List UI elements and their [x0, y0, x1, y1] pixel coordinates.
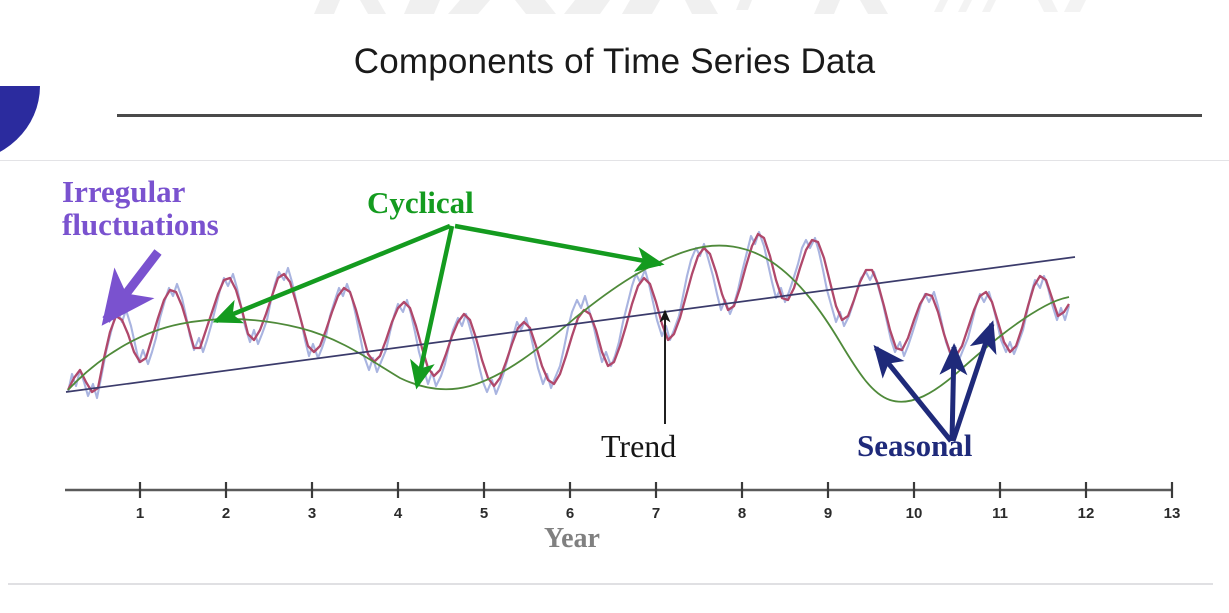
seasonal-arrow-left	[873, 344, 953, 443]
cyclical-arrow-left	[212, 223, 451, 324]
x-axis-ticks	[138, 482, 1174, 498]
cyclical-arrow-middle	[410, 225, 455, 390]
seasonal-arrow-middle	[939, 343, 968, 442]
x-tick-label: 6	[565, 505, 575, 522]
x-tick-label: 7	[651, 505, 661, 522]
irregular-arrow	[101, 249, 162, 326]
title-divider	[117, 114, 1202, 117]
x-tick-label: 10	[905, 505, 923, 522]
series-cyclical	[67, 244, 1070, 403]
annotation-label-seasonal: Seasonal	[857, 428, 973, 463]
x-tick-label: 4	[393, 505, 403, 522]
x-tick-label: 3	[307, 505, 317, 522]
annotation-label-irregular-line2: fluctuations	[62, 207, 219, 243]
x-tick-label: 12	[1077, 505, 1095, 522]
annotation-label-irregular: Irregular fluctuations	[62, 175, 219, 242]
series-irregular-fluctuations	[66, 230, 1071, 400]
annotation-label-trend: Trend	[601, 428, 677, 464]
page-title: Components of Time Series Data	[353, 42, 876, 81]
x-tick-label: 13	[1163, 505, 1181, 522]
x-axis-title: Year	[544, 523, 600, 554]
series-trend	[65, 256, 1076, 393]
annotation-arrows	[101, 223, 997, 443]
upper-faint-divider	[0, 160, 1229, 161]
cyclical-arrow-right	[454, 223, 665, 272]
annotation-label-cyclical: Cyclical	[367, 185, 474, 220]
x-axis	[65, 482, 1174, 498]
annotation-label-irregular-line1: Irregular	[62, 174, 186, 209]
x-tick-label: 9	[823, 505, 833, 522]
seasonal-arrow-right	[950, 320, 997, 442]
lower-faint-divider	[8, 583, 1213, 585]
x-tick-label: 1	[135, 505, 145, 522]
x-tick-label: 11	[992, 505, 1008, 522]
x-tick-label: 8	[737, 505, 747, 522]
series-group	[65, 230, 1076, 403]
x-tick-label: 5	[479, 505, 489, 522]
x-tick-label: 2	[221, 505, 231, 522]
